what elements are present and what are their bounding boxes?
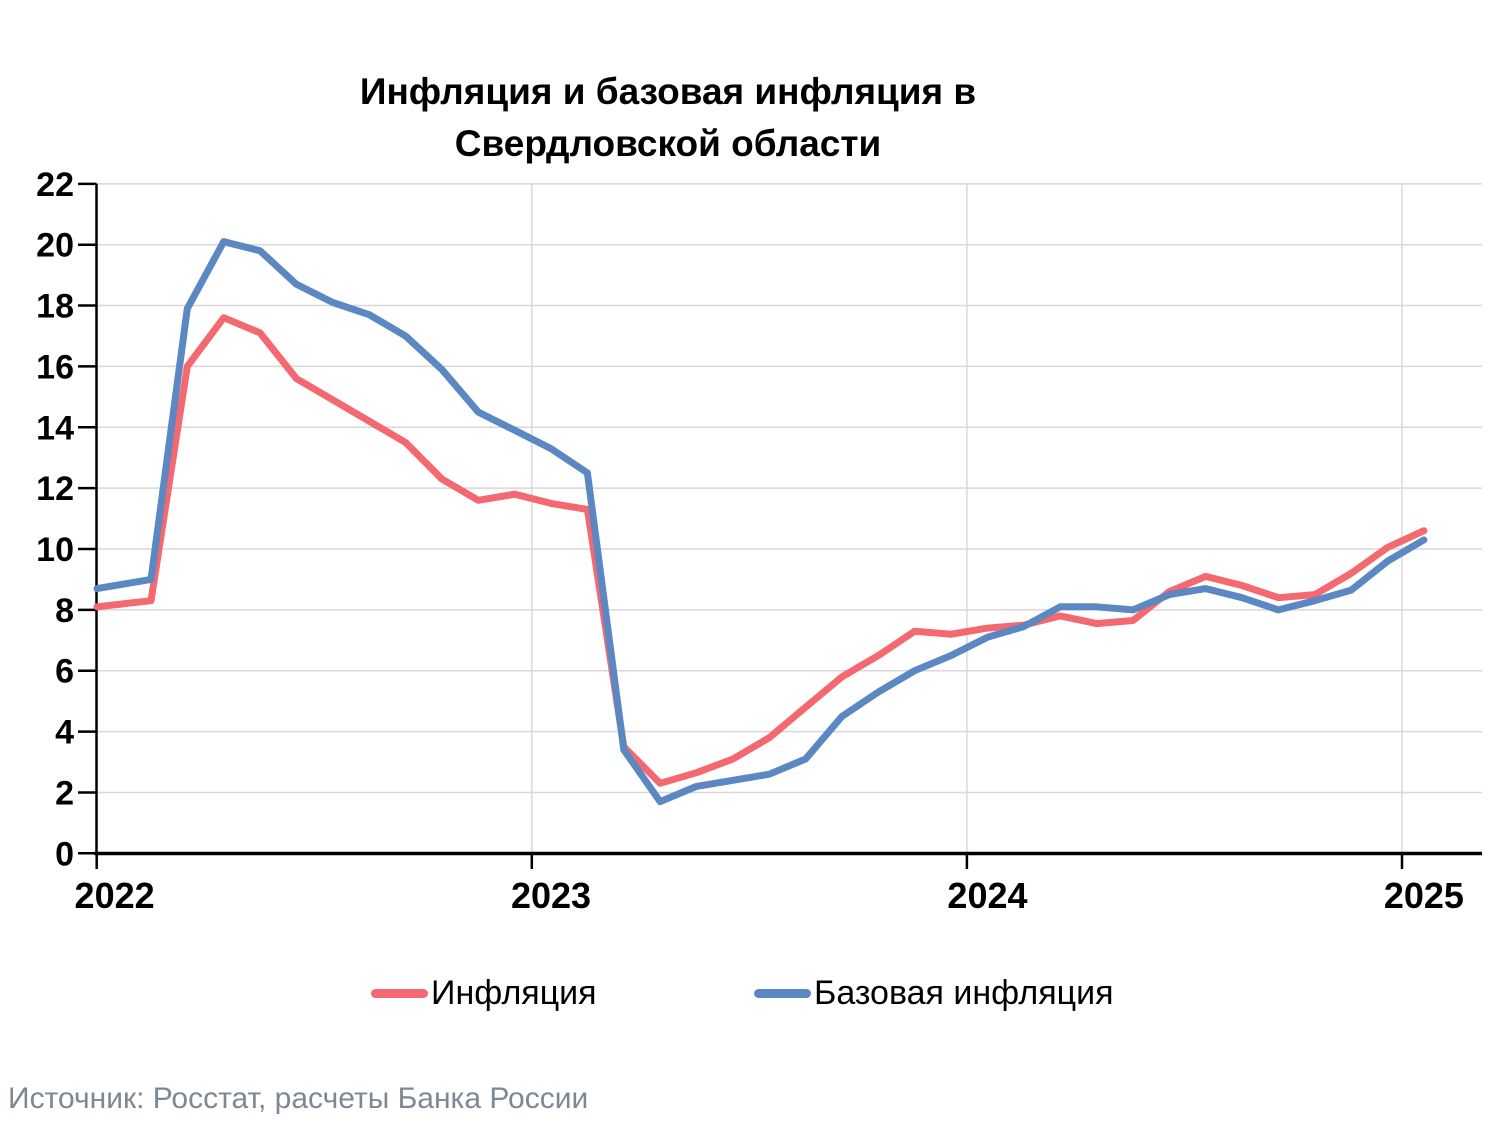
y-tick-label-22: 22 (36, 166, 74, 204)
inflation-line (93, 314, 1428, 787)
legend-item-inflation: Инфляция (371, 973, 597, 1012)
x-tick-label-2023: 2023 (511, 875, 591, 916)
y-tick-label-14: 14 (36, 409, 74, 447)
y-tick-label-12: 12 (36, 470, 74, 508)
legend-item-core-inflation: Базовая инфляция (754, 973, 1114, 1012)
chart-title-line2: Свердловской области (454, 123, 882, 164)
y-tick-label-2: 2 (55, 774, 74, 812)
source-note: Источник: Росстат, расчеты Банка России (8, 1082, 589, 1115)
y-tick-label-16: 16 (36, 348, 74, 386)
inflation-line-swatch (371, 988, 428, 998)
x-tick-label-2024: 2024 (947, 875, 1027, 916)
x-tick-label-2025: 2025 (1384, 875, 1464, 916)
legend-label-inflation: Инфляция (431, 973, 597, 1012)
y-tick-label-18: 18 (36, 288, 74, 326)
core-inflation-line (93, 238, 1428, 806)
chart-title: Инфляция и базовая инфляция в Свердловск… (0, 66, 1336, 170)
y-tick-label-0: 0 (55, 835, 74, 873)
legend-label-core-inflation: Базовая инфляция (814, 973, 1114, 1012)
y-tick-label-8: 8 (55, 592, 74, 630)
chart-title-line1: Инфляция и базовая инфляция в (359, 71, 977, 112)
chart-legend: Инфляция Базовая инфляция (0, 973, 1499, 1012)
core-inflation-line-swatch (754, 988, 811, 998)
y-tick-label-4: 4 (55, 714, 74, 752)
y-tick-label-10: 10 (36, 531, 74, 569)
y-tick-label-20: 20 (36, 227, 74, 265)
x-tick-label-2022: 2022 (75, 875, 155, 916)
y-tick-label-6: 6 (55, 653, 74, 691)
